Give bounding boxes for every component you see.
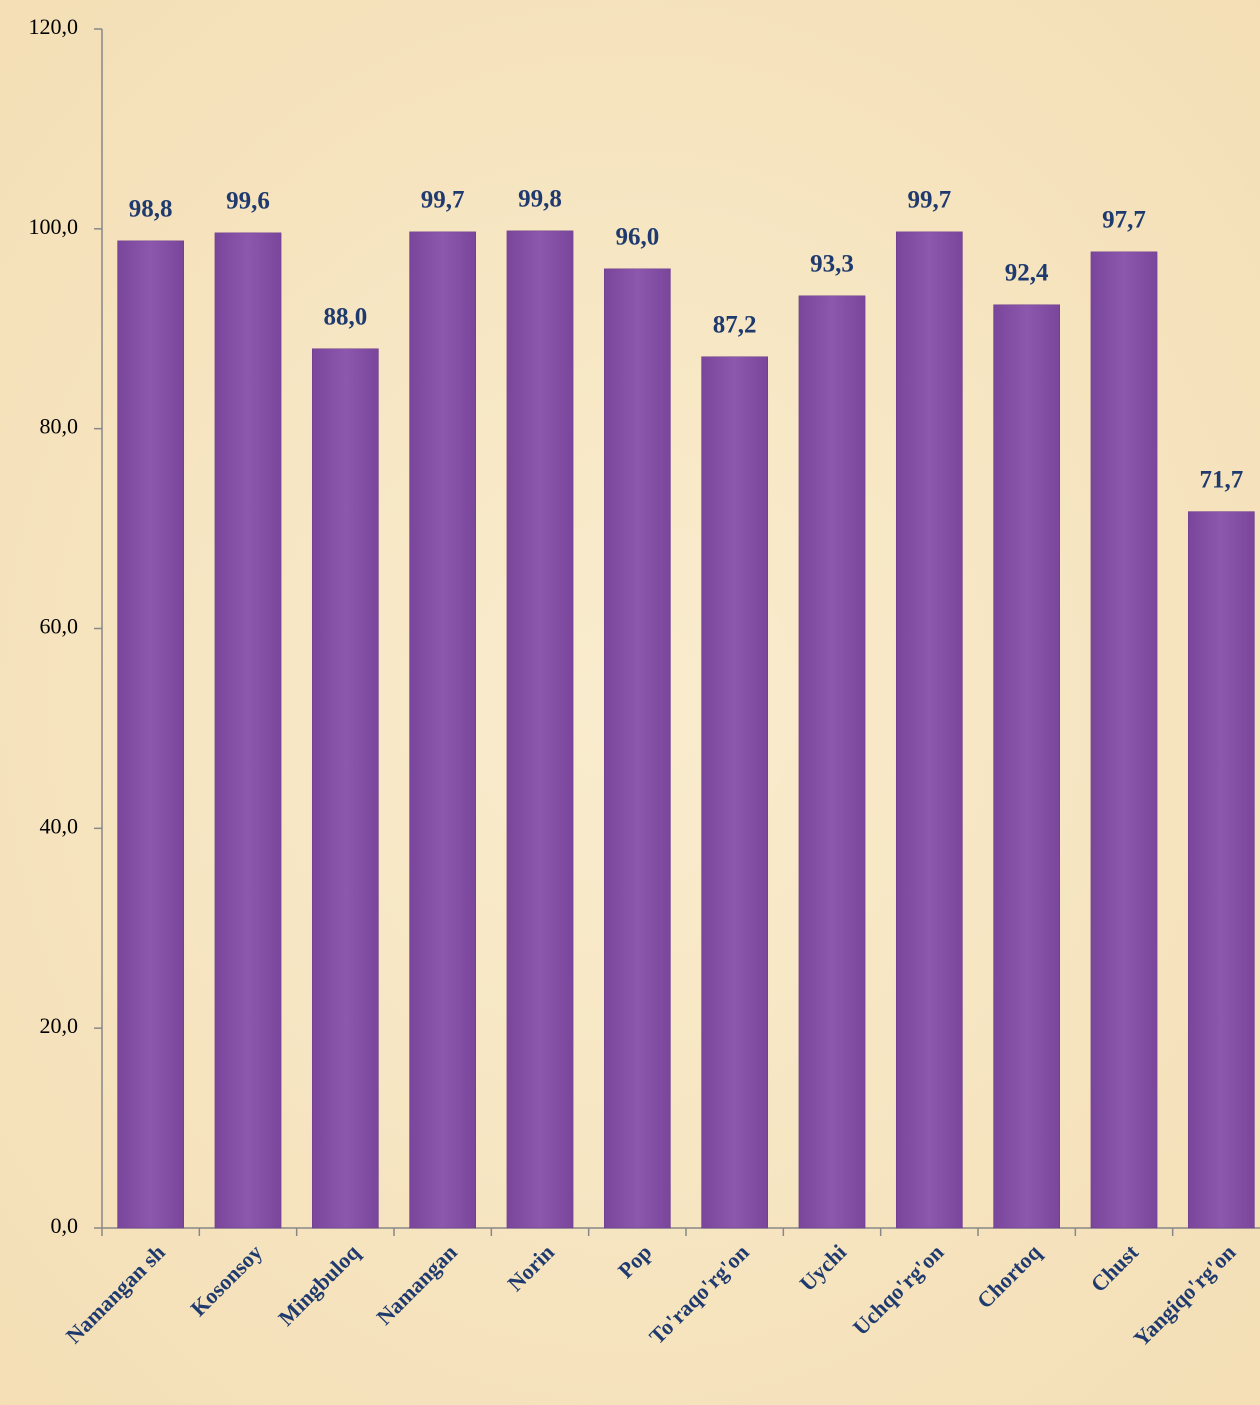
y-tick-label: 40,0 [40, 813, 79, 838]
bar [117, 240, 185, 1229]
value-label: 88,0 [323, 303, 367, 330]
bar [603, 268, 671, 1229]
y-tick-label: 120,0 [29, 14, 79, 39]
value-label: 99,7 [421, 187, 465, 214]
bar [409, 231, 477, 1229]
bar [214, 232, 282, 1229]
bar [895, 231, 963, 1229]
bar [798, 295, 866, 1229]
value-label: 97,7 [1102, 207, 1146, 234]
value-label: 92,4 [1005, 260, 1049, 287]
bar [993, 304, 1061, 1229]
y-tick-label: 20,0 [40, 1013, 79, 1038]
value-label: 99,7 [907, 187, 951, 214]
y-tick-label: 100,0 [29, 214, 79, 239]
value-label: 99,6 [226, 188, 270, 215]
value-label: 87,2 [713, 311, 757, 338]
y-tick-label: 0,0 [51, 1213, 79, 1238]
bar [1187, 511, 1255, 1229]
value-label: 98,8 [129, 196, 173, 223]
bar [1090, 251, 1158, 1229]
bar [311, 348, 379, 1229]
y-tick-label: 60,0 [40, 614, 79, 639]
bar [506, 230, 574, 1229]
y-tick-label: 80,0 [40, 414, 79, 439]
value-label: 99,8 [518, 186, 562, 213]
value-label: 93,3 [810, 251, 854, 278]
value-label: 96,0 [615, 224, 659, 251]
value-label: 71,7 [1199, 466, 1243, 493]
bar [701, 356, 769, 1229]
